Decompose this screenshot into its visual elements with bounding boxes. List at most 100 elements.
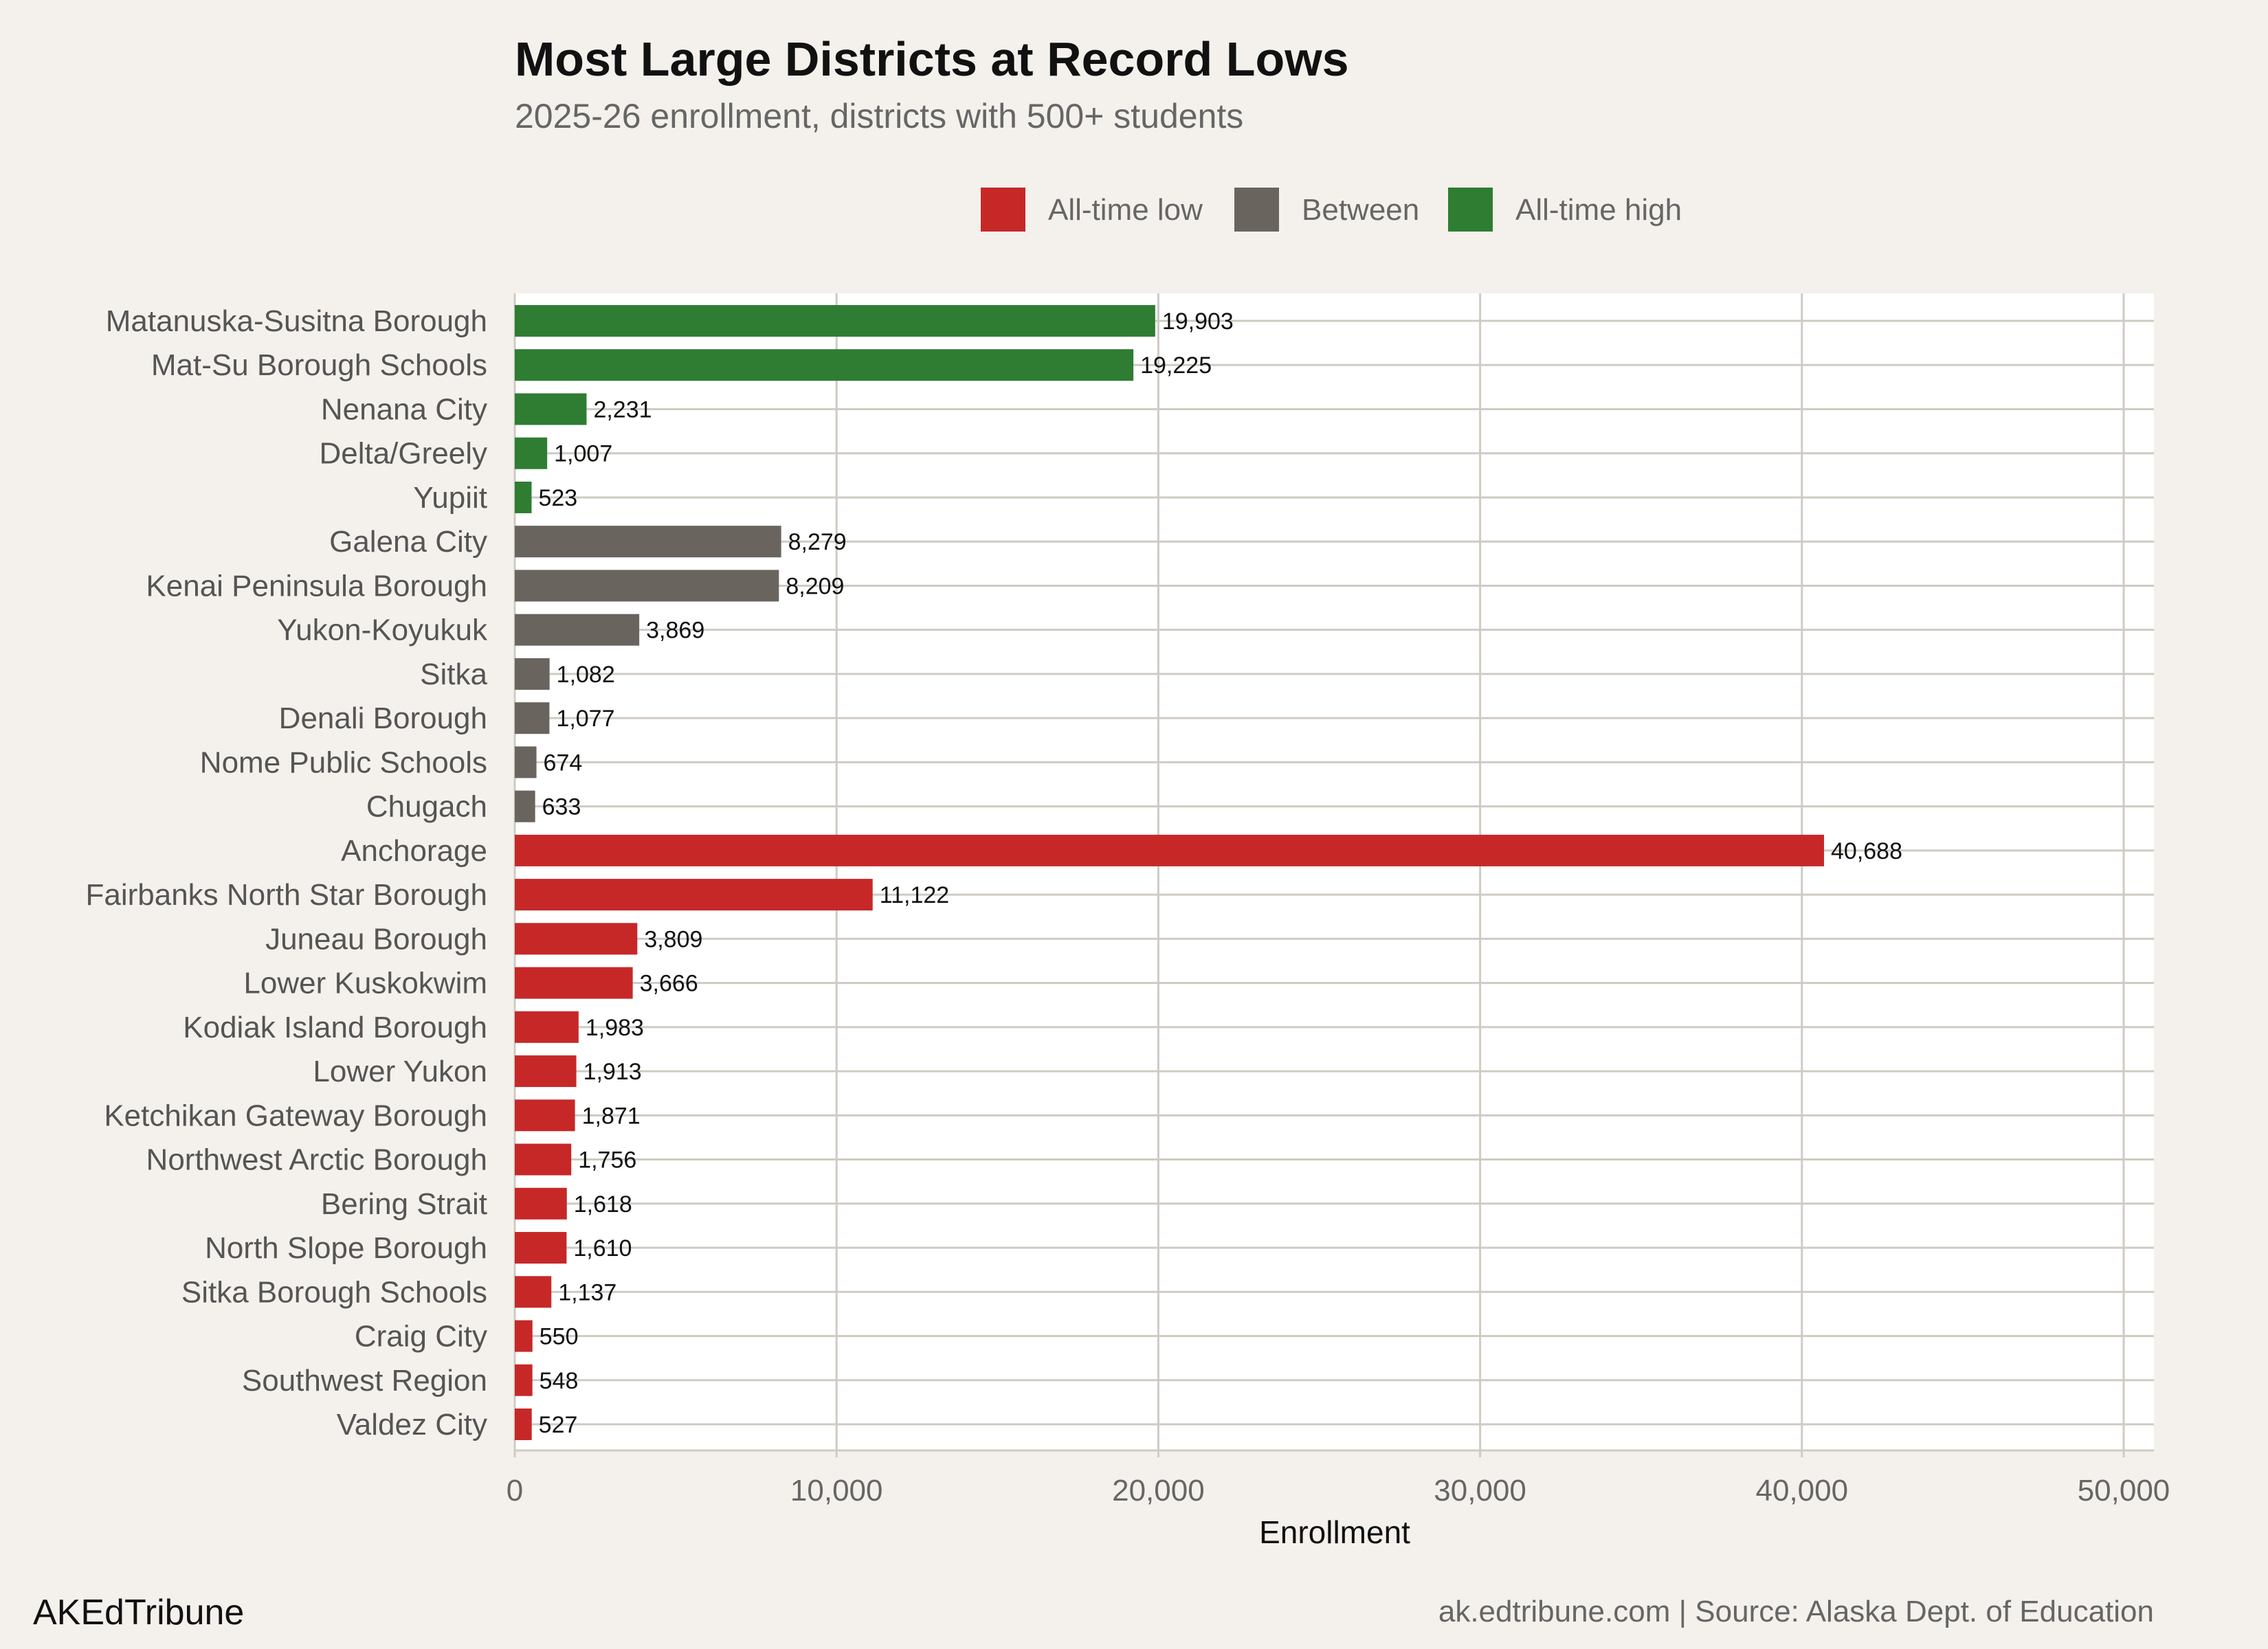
bar	[515, 1099, 575, 1132]
category-label: Mat-Su Borough Schools	[151, 348, 487, 382]
bar-value-label: 674	[544, 750, 583, 776]
bar	[515, 923, 638, 955]
bar	[515, 967, 633, 999]
bar	[515, 570, 779, 602]
legend-label-between: Between	[1302, 193, 1419, 227]
bar	[515, 437, 548, 469]
bar-value-label: 523	[538, 485, 577, 511]
plot-panel	[515, 293, 2154, 1450]
bar	[515, 879, 873, 911]
bar-value-label: 548	[540, 1368, 579, 1394]
category-label: North Slope Borough	[205, 1231, 487, 1265]
bar	[515, 305, 1155, 337]
bar-value-label: 3,809	[644, 926, 702, 952]
bar	[515, 702, 550, 734]
bar-value-label: 40,688	[1831, 838, 1902, 864]
legend-swatch-between	[1234, 188, 1279, 232]
bar-value-label: 1,983	[586, 1015, 644, 1041]
footer-brand: AKEdTribune	[33, 1593, 244, 1633]
category-label: Yupiit	[413, 481, 487, 515]
legend-swatch-low	[981, 188, 1025, 232]
bar	[515, 1232, 567, 1264]
category-label: Matanuska-Susitna Borough	[106, 304, 487, 338]
bar-value-label: 3,869	[646, 618, 704, 644]
category-label: Kenai Peninsula Borough	[146, 569, 487, 603]
category-label: Galena City	[329, 525, 487, 559]
category-label: Ketchikan Gateway Borough	[104, 1099, 487, 1132]
bar	[515, 393, 587, 425]
chart-subtitle: 2025-26 enrollment, districts with 500+ …	[515, 97, 1243, 135]
bar-value-label: 1,007	[554, 441, 612, 467]
category-label: Juneau Borough	[265, 922, 487, 956]
bar-value-label: 550	[540, 1324, 579, 1350]
category-label: Lower Kuskokwim	[243, 967, 487, 1000]
bar	[515, 1409, 532, 1440]
bar	[515, 1364, 533, 1396]
legend-label-low: All-time low	[1048, 193, 1203, 227]
bar	[515, 790, 535, 822]
bar-value-label: 1,871	[582, 1103, 641, 1129]
gridlines	[513, 293, 2154, 1452]
bar-value-label: 19,903	[1162, 309, 1234, 335]
bar	[515, 1011, 579, 1043]
x-axis-title: Enrollment	[1259, 1514, 1410, 1550]
bar-value-label: 527	[539, 1412, 578, 1438]
bar	[515, 481, 532, 513]
bar-value-label: 1,756	[578, 1147, 636, 1174]
bar	[515, 614, 640, 646]
category-label: Delta/Greely	[319, 437, 487, 471]
bar-value-label: 1,077	[556, 706, 614, 732]
category-label: Yukon-Koyukuk	[277, 614, 488, 647]
x-tick-label: 20,000	[1112, 1474, 1205, 1507]
bar-value-label: 1,610	[573, 1235, 632, 1261]
category-label: Sitka Borough Schools	[181, 1275, 487, 1309]
x-tick-label: 50,000	[2078, 1474, 2170, 1507]
x-tick-label: 40,000	[1756, 1474, 1849, 1507]
bar-value-label: 19,225	[1140, 352, 1212, 379]
legend: All-time low Between All-time high	[981, 188, 1682, 232]
bar	[515, 746, 537, 778]
bar	[515, 1143, 572, 1176]
legend-label-high: All-time high	[1515, 193, 1682, 227]
category-label: Lower Yukon	[313, 1055, 487, 1088]
category-label: Chugach	[366, 790, 487, 824]
chart-title: Most Large Districts at Record Lows	[515, 32, 1349, 86]
x-tick-label: 10,000	[790, 1474, 883, 1507]
footer-source: ak.edtribune.com | Source: Alaska Dept. …	[1438, 1595, 2154, 1628]
bar	[515, 349, 1134, 381]
category-label: Sitka	[420, 658, 487, 691]
bar-value-label: 1,913	[583, 1059, 642, 1085]
bar-value-label: 633	[542, 794, 581, 820]
bar-value-label: 1,082	[557, 662, 615, 688]
category-label: Kodiak Island Borough	[183, 1011, 487, 1044]
bars: 19,903 19,225 2,231 1,007 523 8,279 8,209 3,869…	[515, 305, 1902, 1440]
bar-value-label: 11,122	[880, 882, 949, 908]
bar-value-label: 1,618	[574, 1191, 632, 1218]
x-tick-label: 0	[507, 1474, 523, 1507]
bar	[515, 834, 1825, 866]
x-axis-ticks: 0 10,000 20,000 30,000 40,000 50,000	[507, 1450, 2170, 1507]
category-label: Nome Public Schools	[200, 745, 487, 779]
bar-value-label: 3,666	[640, 971, 698, 997]
bar	[515, 1187, 567, 1220]
bar-value-label: 1,137	[558, 1279, 616, 1305]
category-label: Bering Strait	[321, 1187, 487, 1221]
bar-value-label: 8,279	[788, 529, 847, 555]
category-label: Nenana City	[321, 392, 487, 426]
category-label: Denali Borough	[279, 702, 487, 735]
y-axis-labels: Matanuska-Susitna Borough Mat-Su Borough …	[85, 304, 488, 1442]
bar	[515, 658, 550, 690]
category-label: Fairbanks North Star Borough	[85, 878, 487, 912]
category-label: Anchorage	[341, 834, 487, 868]
x-tick-label: 30,000	[1434, 1474, 1526, 1507]
category-label: Southwest Region	[242, 1364, 487, 1398]
bar	[515, 1055, 577, 1088]
bar-value-label: 8,209	[786, 573, 844, 599]
bar-value-label: 2,231	[593, 396, 652, 423]
category-label: Northwest Arctic Borough	[146, 1143, 487, 1177]
legend-swatch-high	[1448, 188, 1493, 232]
category-label: Craig City	[355, 1320, 487, 1354]
category-label: Valdez City	[337, 1408, 487, 1442]
bar	[515, 1276, 552, 1308]
